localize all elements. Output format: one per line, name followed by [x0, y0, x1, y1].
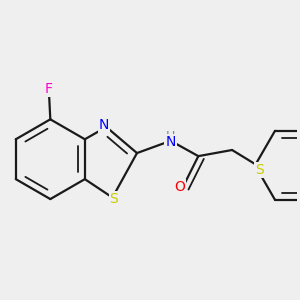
- Text: S: S: [110, 192, 118, 206]
- Text: F: F: [45, 82, 53, 96]
- Text: H: H: [166, 130, 175, 143]
- Text: S: S: [255, 163, 264, 177]
- Text: N: N: [166, 135, 176, 149]
- Text: N: N: [99, 118, 109, 133]
- Text: O: O: [174, 180, 185, 194]
